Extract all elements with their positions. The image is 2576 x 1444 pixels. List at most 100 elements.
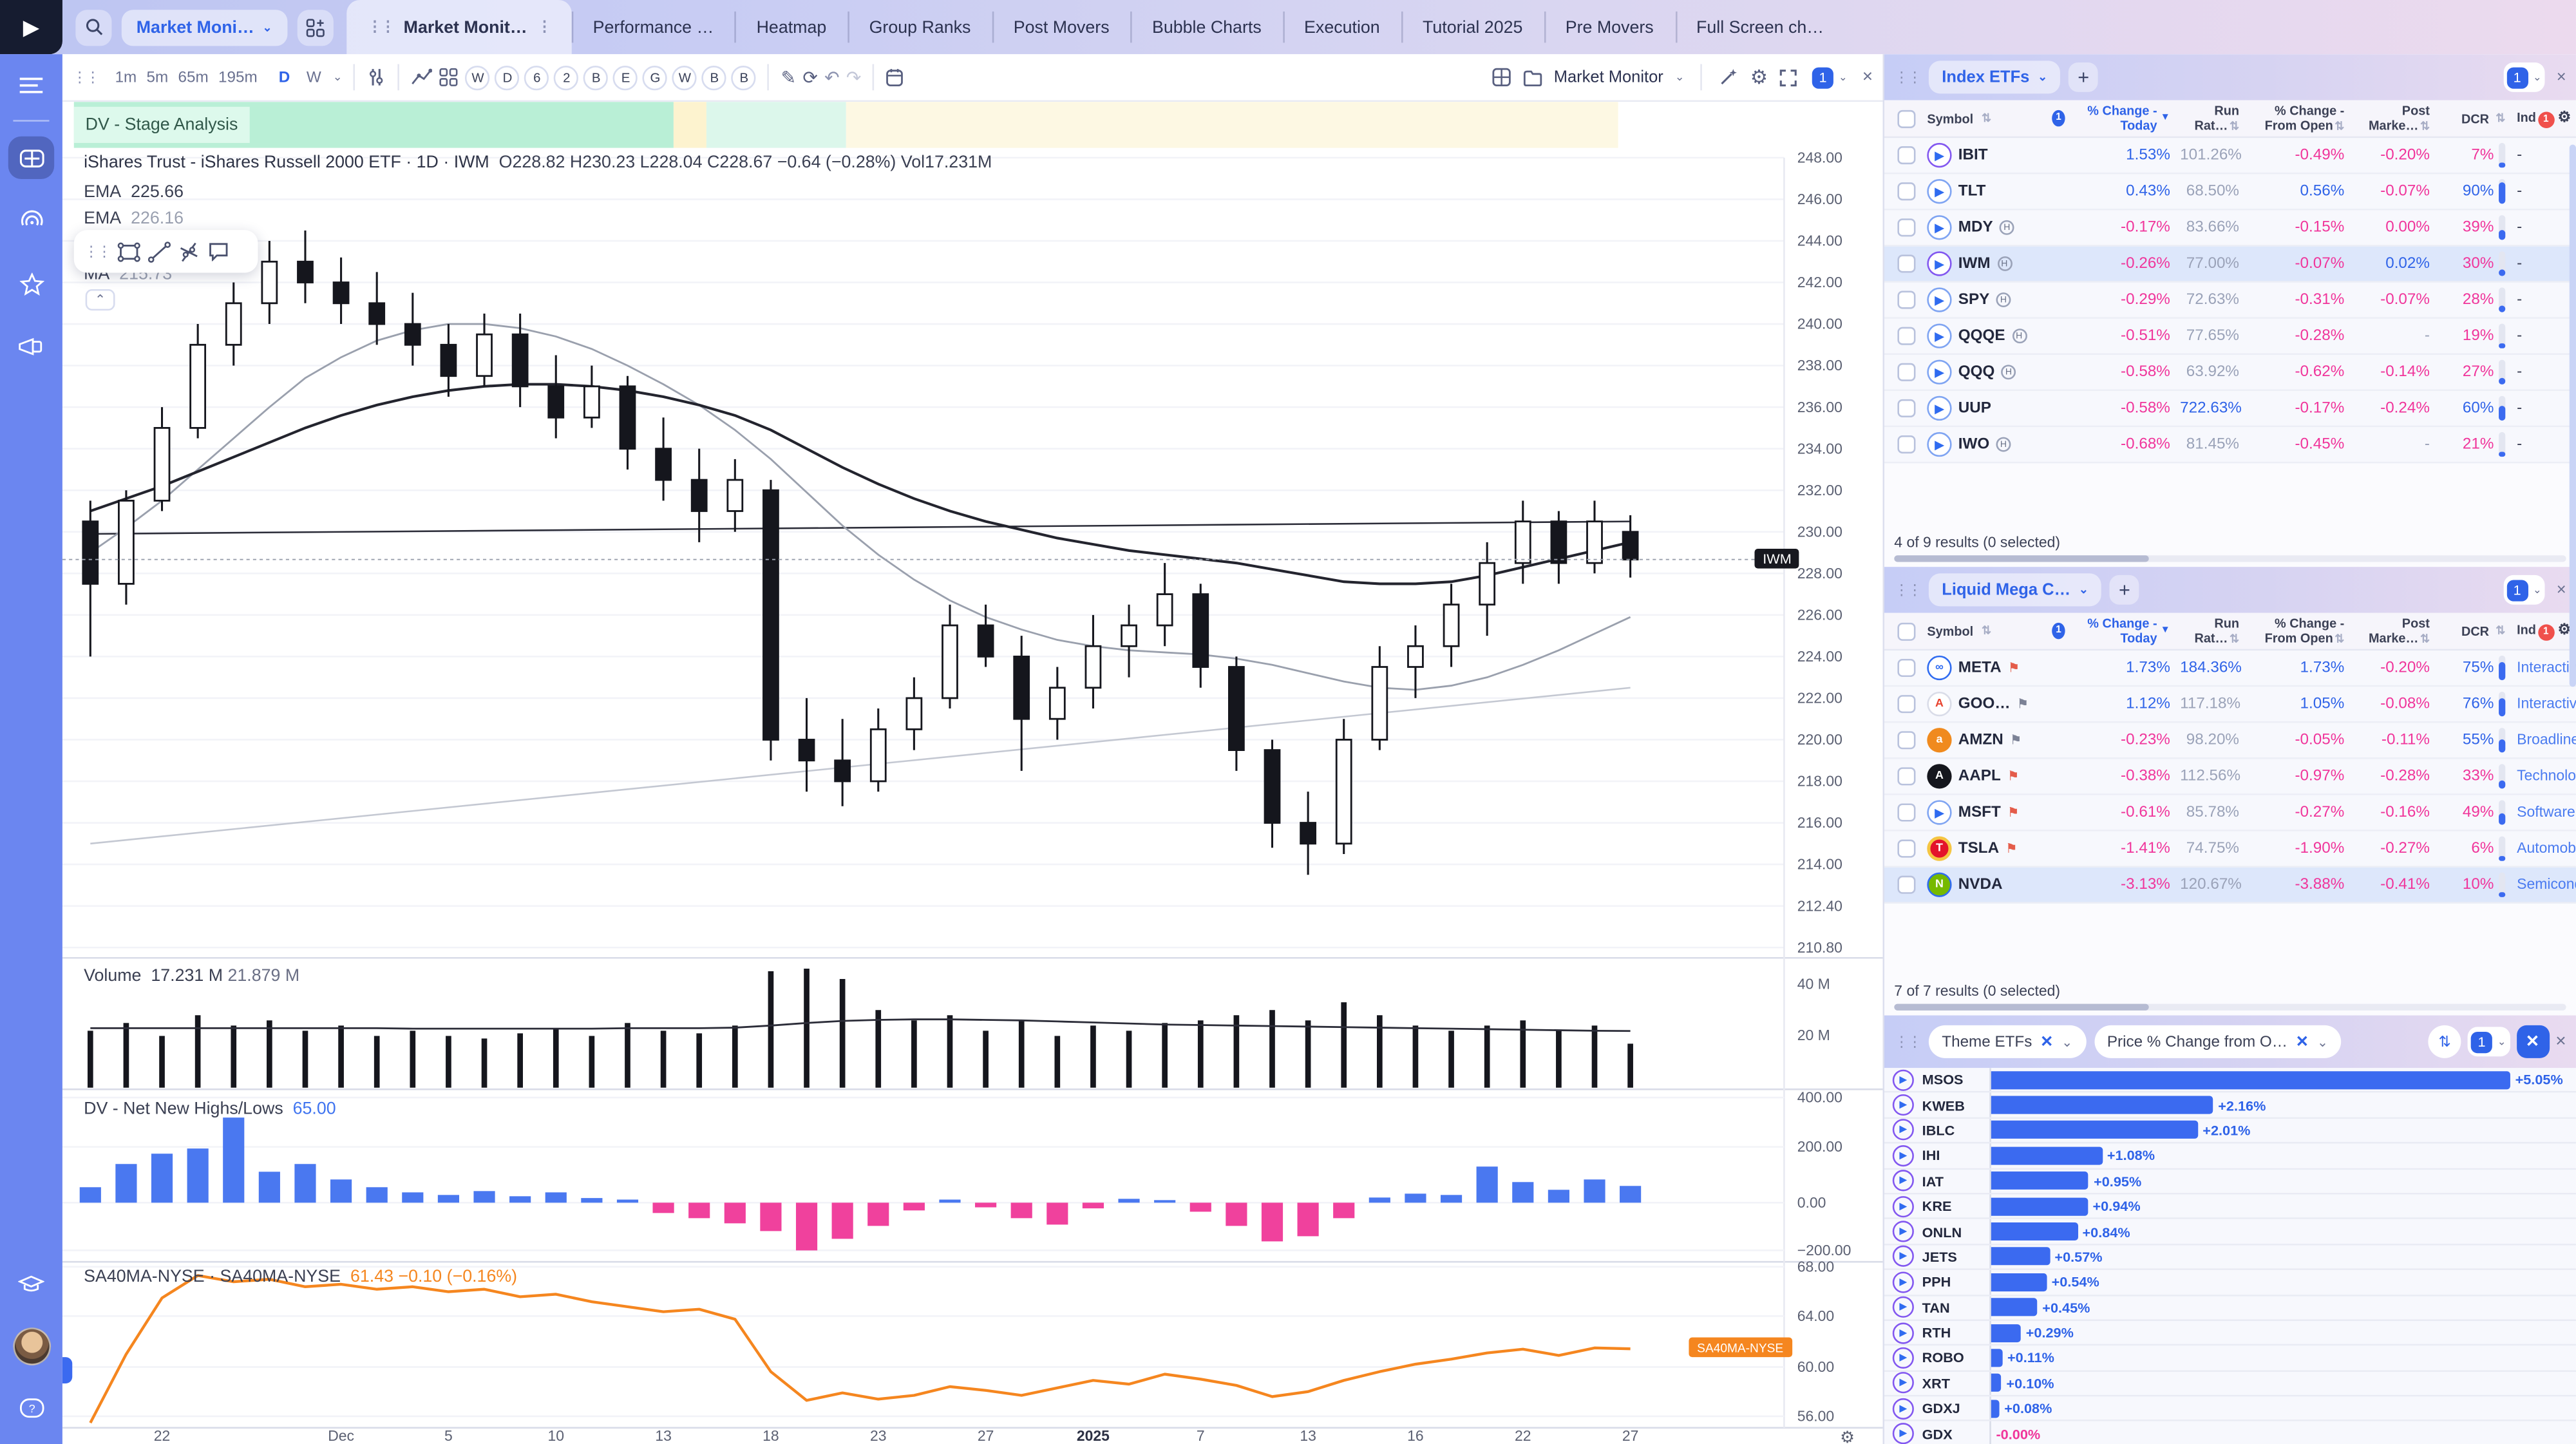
flag-icon[interactable]: ⚑ xyxy=(2007,804,2020,820)
theme-row-jets[interactable]: ▶ JETS +0.57% xyxy=(1884,1244,2576,1271)
filter-pill-theme-etfs[interactable]: Theme ETFs ✕ ⌄ xyxy=(1928,1025,2086,1058)
help-button[interactable]: ? xyxy=(12,1389,51,1428)
row-checkbox[interactable] xyxy=(1884,290,1927,309)
tab-group-ranks[interactable]: Group Ranks xyxy=(848,0,992,54)
chevron-down-icon[interactable]: ⌄ xyxy=(1674,72,1685,84)
comment-tool-icon[interactable] xyxy=(207,242,230,261)
sidebar-item-scans[interactable] xyxy=(12,202,51,242)
clear-filters-button[interactable]: ✕ xyxy=(2516,1025,2550,1058)
scrollbar-thumb[interactable] xyxy=(1894,555,2150,562)
row-checkbox[interactable] xyxy=(1884,658,1927,678)
theme-row-msos[interactable]: ▶ MSOS +5.05% xyxy=(1884,1068,2576,1094)
scrollbar-thumb[interactable] xyxy=(1894,1003,2150,1011)
play-icon[interactable]: ▶ xyxy=(1892,1347,1914,1369)
table-row-msft[interactable]: ▶ MSFT ⚑ -0.61% 85.78% -0.27% -0.16% 49% Softwar… xyxy=(1884,795,2576,831)
tab-performance-[interactable]: Performance … xyxy=(571,0,735,54)
table-row-amzn[interactable]: a AMZN ⚑ -0.23% 98.20% -0.05% -0.11% 55% Broadli… xyxy=(1884,723,2576,759)
theme-row-rth[interactable]: ▶ RTH +0.29% xyxy=(1884,1320,2576,1347)
col-dcr[interactable]: DCR ⇅ xyxy=(2461,111,2506,126)
theme-row-kre[interactable]: ▶ KRE +0.94% xyxy=(1884,1194,2576,1220)
tab-execution[interactable]: Execution xyxy=(1282,0,1401,54)
stage-analysis-label[interactable]: DV - Stage Analysis xyxy=(73,106,250,143)
folder-icon[interactable] xyxy=(1522,68,1542,86)
tab-pre-movers[interactable]: Pre Movers xyxy=(1544,0,1675,54)
row-checkbox[interactable] xyxy=(1884,327,1927,345)
flag-icon[interactable]: ⚑ xyxy=(2007,660,2020,676)
timeframe-button[interactable]: 5m xyxy=(146,68,169,86)
calendar-icon[interactable] xyxy=(886,68,904,88)
flag-icon[interactable]: ⚑ xyxy=(2016,696,2029,712)
table-row-qqq[interactable]: ▶ QQQ H -0.58% 63.92% -0.62% -0.14% 27% - xyxy=(1884,355,2576,392)
quick-button-G[interactable]: G xyxy=(643,64,668,90)
row-checkbox[interactable] xyxy=(1884,731,1927,750)
add-watchlist-button[interactable]: + xyxy=(2110,575,2139,605)
line-tools-icon[interactable] xyxy=(412,68,433,88)
add-layout-button[interactable] xyxy=(296,9,333,46)
select-all-checkbox[interactable] xyxy=(1884,109,1927,128)
play-icon[interactable]: ▶ xyxy=(1892,1145,1914,1166)
row-checkbox[interactable] xyxy=(1884,803,1927,822)
panel-count-badge[interactable]: 1 ⌄ xyxy=(2503,62,2545,92)
row-checkbox[interactable] xyxy=(1884,254,1927,273)
row-checkbox[interactable] xyxy=(1884,399,1927,417)
col-industry[interactable]: Ind 1 ⚙ xyxy=(2508,108,2576,128)
row-checkbox[interactable] xyxy=(1884,363,1927,381)
refresh-icon[interactable]: ⟳ xyxy=(802,68,818,88)
drag-handle-icon[interactable]: ⋮⋮ xyxy=(84,242,111,259)
undo-icon[interactable]: ↶ xyxy=(824,68,840,88)
row-checkbox[interactable] xyxy=(1884,218,1927,237)
horizontal-scrollbar[interactable] xyxy=(1894,555,2566,562)
row-checkbox[interactable] xyxy=(1884,146,1927,165)
remove-filter-icon[interactable]: ✕ xyxy=(2295,1032,2309,1051)
flag-icon[interactable]: ⚑ xyxy=(2007,768,2020,784)
indicator-settings-icon[interactable] xyxy=(367,68,387,88)
close-panel-icon[interactable]: × xyxy=(2555,1032,2566,1052)
quick-button-B[interactable]: B xyxy=(732,64,757,90)
workspace-selector[interactable]: Market Moni… ⌄ xyxy=(121,9,287,46)
play-icon[interactable]: ▶ xyxy=(1892,1322,1914,1344)
quick-button-W[interactable]: W xyxy=(672,64,697,90)
flag-icon[interactable]: ⚑ xyxy=(2010,732,2022,748)
drag-handle-icon[interactable]: ⋮⋮ xyxy=(1894,68,1922,85)
chart-count-badge[interactable]: 1 ⌄ xyxy=(1808,62,1851,92)
chart-area[interactable]: DV - Stage Analysis 248.00 246.00 244.00 24… xyxy=(62,102,1883,1444)
play-icon[interactable]: ▶ xyxy=(1892,1373,1914,1394)
quick-button-D[interactable]: D xyxy=(495,64,520,90)
tab-bubble-charts[interactable]: Bubble Charts xyxy=(1130,0,1283,54)
select-all-checkbox[interactable] xyxy=(1884,622,1927,640)
col-symbol[interactable]: Symbol ⇅ xyxy=(1927,623,1991,639)
row-checkbox[interactable] xyxy=(1884,182,1927,201)
layout-grid-icon[interactable] xyxy=(439,68,459,88)
horizontal-scrollbar[interactable] xyxy=(1894,1003,2566,1011)
vertical-scrollbar[interactable] xyxy=(2569,144,2576,687)
sidebar-item-favorites[interactable] xyxy=(12,265,51,304)
table-row-nvda[interactable]: N NVDA -3.13% 120.67% -3.88% -0.41% 10% Semicon… xyxy=(1884,867,2576,904)
timeframe-button[interactable]: 65m xyxy=(178,68,209,86)
panel-collapse-handle[interactable] xyxy=(62,1357,73,1383)
tab-tutorial-2025[interactable]: Tutorial 2025 xyxy=(1401,0,1544,54)
tab-market-monit-[interactable]: ⋮⋮ Market Monit… ⋮ xyxy=(346,0,572,55)
col-post-market[interactable]: Post Marke… ⇅ xyxy=(2368,616,2430,646)
play-icon[interactable]: ▶ xyxy=(1892,1398,1914,1420)
play-icon[interactable]: ▶ xyxy=(1892,1069,1914,1091)
table-row-spy[interactable]: ▶ SPY H -0.29% 72.63% -0.31% -0.07% 28% - xyxy=(1884,282,2576,319)
timeframe-button[interactable]: 1m xyxy=(115,68,137,86)
table-row-iwm[interactable]: ▶ IWM H -0.26% 77.00% -0.07% 0.02% 30% - xyxy=(1884,246,2576,283)
filter-pill-price-change[interactable]: Price % Change from O… ✕ ⌄ xyxy=(2094,1025,2342,1058)
table-row-iwo[interactable]: ▶ IWO H -0.68% 81.45% -0.45% - 21% - xyxy=(1884,427,2576,464)
play-icon[interactable]: ▶ xyxy=(1892,1423,1914,1444)
theme-row-robo[interactable]: ▶ ROBO +0.11% xyxy=(1884,1346,2576,1372)
draw-tool-icon[interactable]: ✎ xyxy=(781,68,797,88)
theme-row-pph[interactable]: ▶ PPH +0.54% xyxy=(1884,1270,2576,1296)
col-industry[interactable]: Ind 1 ⚙ xyxy=(2508,621,2576,641)
magic-wand-icon[interactable] xyxy=(1719,68,1739,88)
theme-row-iat[interactable]: ▶ IAT +0.95% xyxy=(1884,1169,2576,1195)
theme-row-ihi[interactable]: ▶ IHI +1.08% xyxy=(1884,1143,2576,1170)
timeframe-weekly-button[interactable]: W xyxy=(306,68,321,86)
quick-button-B[interactable]: B xyxy=(583,64,609,90)
drag-handle-icon[interactable]: ⋮⋮ xyxy=(1894,580,1922,598)
app-logo[interactable]: ▶ xyxy=(0,0,62,55)
row-checkbox[interactable] xyxy=(1884,767,1927,786)
col-post-market[interactable]: Post Marke… ⇅ xyxy=(2368,103,2430,133)
settings-gear-icon[interactable]: ⚙ xyxy=(1750,66,1768,89)
